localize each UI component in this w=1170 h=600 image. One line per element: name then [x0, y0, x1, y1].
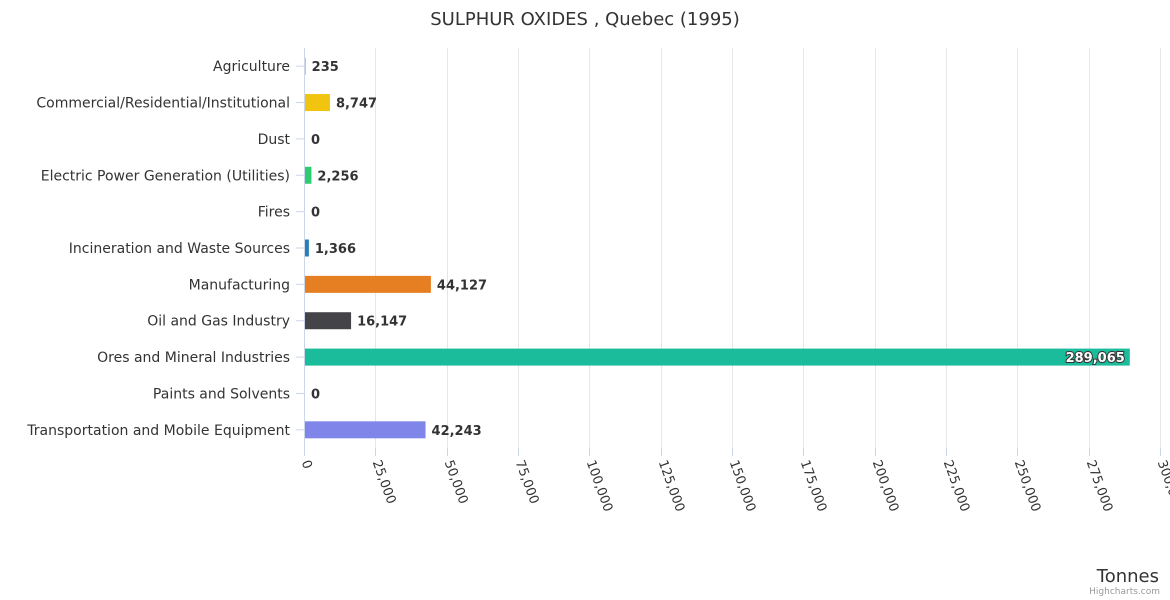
bar[interactable] [305, 57, 306, 75]
data-label: 42,243 [432, 424, 482, 439]
grid-lines [304, 48, 1161, 448]
bar[interactable] [305, 312, 352, 330]
bar[interactable] [305, 94, 330, 112]
data-label: 0 [311, 133, 320, 148]
tick-label: 275,000 [1083, 458, 1115, 514]
data-label: 44,127 [437, 278, 487, 293]
category-label: Agriculture [213, 59, 290, 75]
data-label: 289,065 [1066, 351, 1125, 366]
data-label: 235 [312, 60, 339, 75]
category-label: Paints and Solvents [153, 386, 290, 402]
bar[interactable] [305, 275, 431, 293]
category-label: Manufacturing [189, 277, 290, 293]
category-label: Transportation and Mobile Equipment [26, 423, 290, 439]
value-axis: 0 25,000 50,000 75,000 100,000 125,000 150,000… [298, 448, 1170, 514]
tick-label: 150,000 [726, 458, 758, 514]
value-axis-title: Tonnes [1096, 566, 1159, 587]
category-label: Fires [258, 205, 290, 221]
data-labels: 235 8,747 0 2,256 0 1,366 44,127 16,147 289,065 0… [311, 60, 1126, 439]
data-label: 8,747 [336, 97, 377, 112]
bar[interactable] [305, 348, 1130, 366]
tick-label: 175,000 [797, 458, 829, 514]
category-label: Electric Power Generation (Utilities) [41, 168, 290, 184]
data-label: 0 [311, 206, 320, 221]
category-label: Commercial/Residential/Institutional [36, 96, 290, 112]
chart-title: SULPHUR OXIDES , Quebec (1995) [430, 9, 740, 30]
bar[interactable] [305, 421, 426, 439]
bar[interactable] [305, 239, 309, 257]
tick-label: 125,000 [655, 458, 687, 514]
tick-label: 300,000 [1154, 458, 1170, 514]
tick-label: 225,000 [940, 458, 972, 514]
category-label: Dust [258, 132, 291, 148]
tick-label: 250,000 [1011, 458, 1043, 514]
category-label: Ores and Mineral Industries [97, 350, 290, 366]
data-label: 2,256 [317, 169, 358, 184]
credits-link[interactable]: Highcharts.com [1089, 587, 1160, 597]
bars [305, 57, 1130, 439]
tick-label: 50,000 [441, 458, 471, 506]
tick-label: 75,000 [512, 458, 542, 506]
category-label: Oil and Gas Industry [147, 314, 290, 330]
data-label: 0 [311, 387, 320, 402]
tick-label: 100,000 [583, 458, 615, 514]
tick-label: 0 [298, 458, 315, 471]
category-labels: Agriculture Commercial/Residential/Instit… [26, 59, 304, 439]
data-label: 16,147 [357, 315, 407, 330]
category-label: Incineration and Waste Sources [69, 241, 290, 257]
bar[interactable] [305, 166, 312, 184]
data-label: 1,366 [315, 242, 356, 257]
tick-label: 25,000 [369, 458, 399, 506]
tick-label: 200,000 [869, 458, 901, 514]
